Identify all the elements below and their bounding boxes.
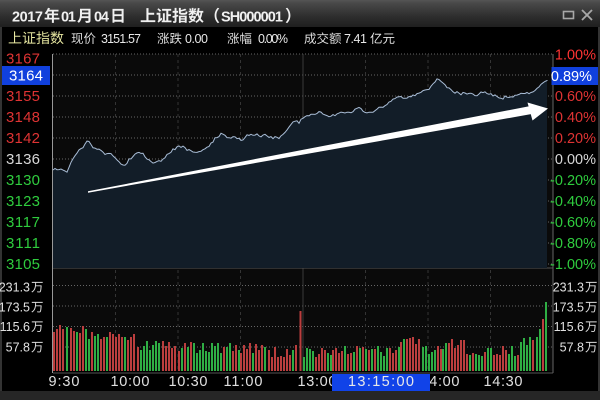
- svg-text:3151.57: 3151.57: [101, 32, 141, 46]
- svg-text:01: 01: [61, 10, 76, 26]
- svg-text:3142: 3142: [6, 130, 40, 147]
- svg-text:0.00: 0.00: [185, 32, 208, 46]
- svg-text:0.00%: 0.00%: [258, 32, 288, 46]
- svg-text:3136: 3136: [6, 151, 40, 168]
- svg-text:0.20%: 0.20%: [555, 131, 596, 147]
- svg-text:11:00: 11:00: [224, 374, 263, 390]
- svg-text:13:00: 13:00: [298, 374, 337, 390]
- svg-text:0.00%: 0.00%: [555, 152, 596, 168]
- svg-text:173.5: 173.5: [553, 301, 584, 315]
- svg-text:14:30: 14:30: [484, 374, 523, 390]
- svg-text:231.3: 231.3: [553, 281, 584, 295]
- svg-text:-1.00%: -1.00%: [550, 257, 596, 273]
- svg-text:57.8: 57.8: [6, 341, 30, 355]
- svg-text:173.5: 173.5: [0, 301, 30, 315]
- svg-text:3167: 3167: [6, 51, 40, 68]
- svg-text:04: 04: [94, 10, 109, 26]
- svg-text:3130: 3130: [6, 172, 40, 189]
- svg-text:-0.20%: -0.20%: [550, 173, 596, 189]
- svg-text:3105: 3105: [6, 256, 40, 273]
- svg-text:3164: 3164: [9, 68, 43, 85]
- svg-text:57.8: 57.8: [560, 341, 584, 355]
- svg-text:115.6: 115.6: [0, 320, 30, 334]
- svg-text:14:00: 14:00: [421, 374, 460, 390]
- svg-text:0.89%: 0.89%: [551, 69, 592, 85]
- svg-text:3123: 3123: [6, 193, 40, 210]
- svg-text:10:00: 10:00: [111, 374, 150, 390]
- svg-text:-0.60%: -0.60%: [550, 215, 596, 231]
- svg-text:0.60%: 0.60%: [555, 89, 596, 105]
- svg-text:SH000001: SH000001: [221, 10, 283, 26]
- svg-text:-0.80%: -0.80%: [550, 236, 596, 252]
- svg-text:10:30: 10:30: [169, 374, 208, 390]
- svg-text:9:30: 9:30: [49, 374, 80, 390]
- svg-text:3117: 3117: [6, 214, 40, 231]
- svg-text:231.3: 231.3: [0, 281, 30, 295]
- svg-text:2017: 2017: [12, 10, 43, 26]
- svg-text:115.6: 115.6: [554, 320, 584, 334]
- svg-text:3155: 3155: [6, 88, 40, 105]
- svg-text:3111: 3111: [6, 235, 40, 252]
- svg-text:1.00%: 1.00%: [555, 48, 596, 64]
- svg-text:0.40%: 0.40%: [555, 110, 596, 126]
- svg-text:13:15:00: 13:15:00: [348, 374, 414, 390]
- svg-text:3148: 3148: [6, 109, 40, 126]
- svg-text:-0.40%: -0.40%: [550, 194, 596, 210]
- svg-text:7.41: 7.41: [344, 32, 367, 46]
